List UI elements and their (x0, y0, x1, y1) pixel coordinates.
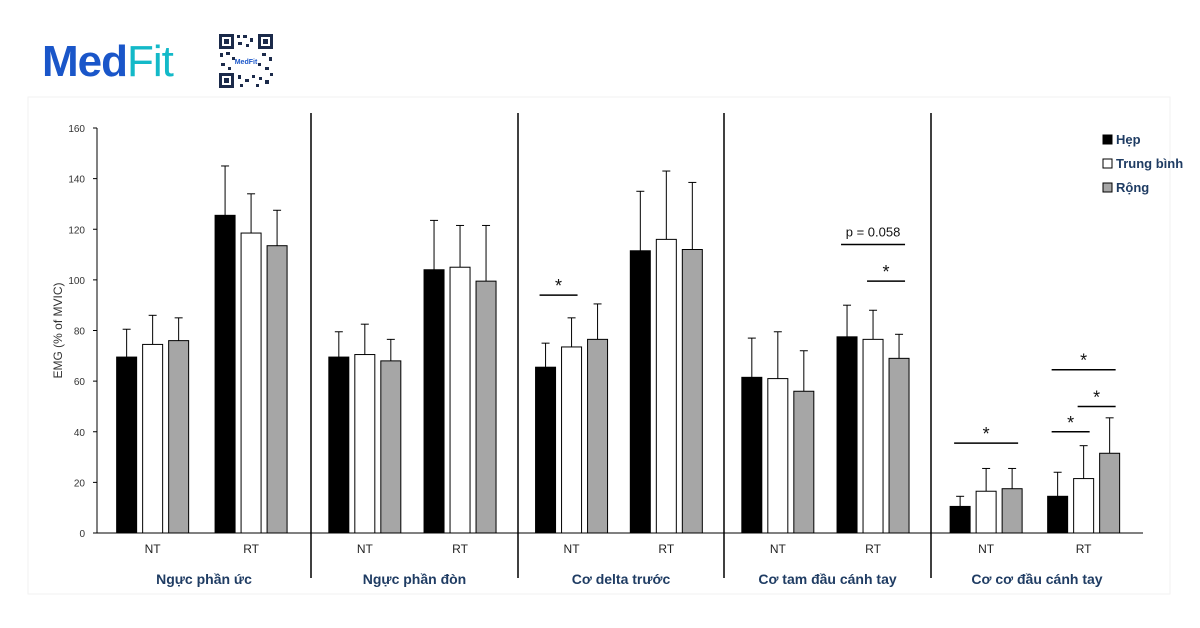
bar-hep (1047, 495, 1069, 534)
bar-rong (1099, 452, 1121, 534)
legend-swatch (1102, 134, 1113, 145)
y-tick-label: 80 (74, 327, 86, 338)
bar-rong (793, 390, 815, 534)
significance-star: * (883, 262, 890, 282)
group-label: Ngực phần đòn (363, 571, 466, 587)
y-tick-label: 60 (74, 377, 86, 388)
x-category-label: RT (865, 542, 881, 556)
bar-hep (629, 250, 651, 534)
bar-trung-binh (449, 266, 471, 534)
bar-hep (328, 356, 350, 534)
bar-rong (681, 249, 703, 534)
bar-hep (116, 356, 138, 534)
x-category-label: NT (978, 542, 995, 556)
group-label: Ngực phần ức (156, 571, 252, 587)
bar-hep (741, 376, 763, 534)
y-tick-label: 20 (74, 478, 86, 489)
legend-label: Trung bình (1116, 156, 1183, 171)
qr-code-icon: MedFit (218, 33, 274, 89)
group-label: Cơ tam đầu cánh tay (758, 571, 897, 587)
y-tick-label: 160 (68, 124, 85, 135)
x-category-label: RT (658, 542, 674, 556)
bar-trung-binh (142, 343, 164, 534)
bar-trung-binh (240, 232, 262, 534)
significance-star: * (555, 276, 562, 296)
bar-rong (380, 360, 402, 534)
y-tick-label: 100 (68, 276, 85, 287)
x-category-label: NT (564, 542, 581, 556)
x-category-label: RT (452, 542, 468, 556)
group-label: Cơ cơ đầu cánh tay (971, 571, 1102, 587)
bar-rong (1001, 488, 1023, 534)
y-axis-label: EMG (% of MVIC) (51, 282, 65, 378)
x-category-label: RT (243, 542, 259, 556)
p-value-label: p = 0.058 (846, 224, 901, 239)
bar-rong (266, 245, 288, 534)
significance-star: * (1067, 413, 1074, 433)
legend-label: Rộng (1116, 180, 1149, 195)
bar-hep (214, 214, 236, 534)
significance-star: * (1093, 387, 1100, 407)
logo-text-accent: Fit (127, 37, 174, 86)
bar-trung-binh (561, 346, 583, 534)
bar-hep (949, 505, 971, 534)
bar-trung-binh (767, 378, 789, 534)
bar-trung-binh (975, 490, 997, 534)
y-tick-label: 120 (68, 225, 85, 236)
y-tick-label: 140 (68, 175, 85, 186)
bar-rong (168, 340, 190, 534)
bar-trung-binh (1073, 478, 1095, 534)
logo-text-main: Med (42, 37, 128, 86)
bar-rong (587, 338, 609, 534)
y-tick-label: 40 (74, 428, 86, 439)
legend-label: Hẹp (1116, 132, 1141, 147)
legend-swatch (1102, 158, 1113, 169)
bar-hep (836, 336, 858, 534)
svg-text:MedFit: MedFit (235, 59, 258, 66)
x-category-label: RT (1076, 542, 1092, 556)
x-category-label: NT (770, 542, 787, 556)
group-label: Cơ delta trước (572, 571, 671, 587)
significance-star: * (983, 424, 990, 444)
significance-star: * (1080, 351, 1087, 371)
x-category-label: NT (145, 542, 162, 556)
bar-hep (423, 269, 445, 534)
chart-frame (27, 96, 1171, 595)
bar-rong (475, 280, 497, 534)
bar-hep (535, 366, 557, 534)
y-tick-label: 0 (79, 529, 85, 540)
legend-swatch (1102, 182, 1113, 193)
bar-rong (888, 357, 910, 534)
medfit-logo: MedFit (42, 37, 174, 86)
bar-trung-binh (862, 338, 884, 534)
bar-trung-binh (655, 238, 677, 534)
bar-trung-binh (354, 354, 376, 534)
x-category-label: NT (357, 542, 374, 556)
